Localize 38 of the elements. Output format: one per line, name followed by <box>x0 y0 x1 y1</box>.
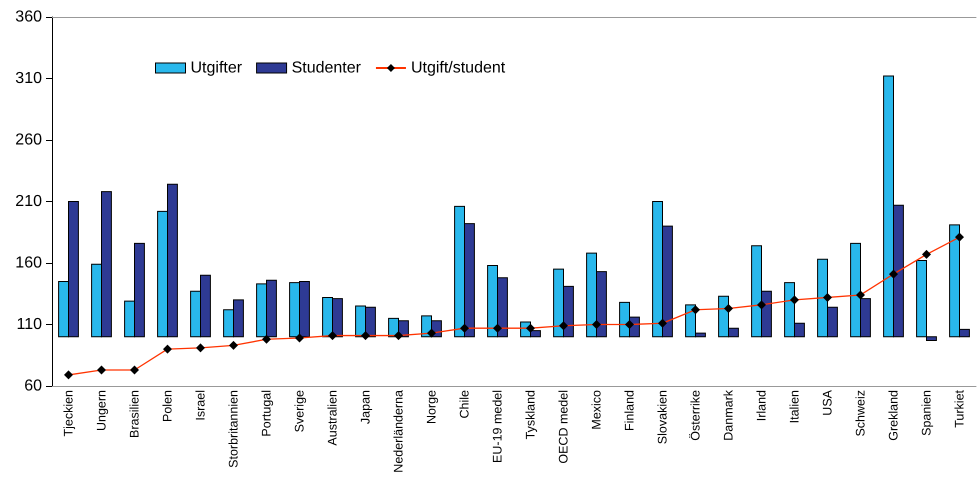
x-tick-label: Österrike <box>688 390 702 441</box>
y-tick-label: 360 <box>15 8 42 26</box>
legend-label: Utgift/student <box>410 60 506 76</box>
x-tick-label: Nederländerna <box>392 390 406 473</box>
x-tick-label: Mexico <box>590 390 604 430</box>
x-tick-label: Grekland <box>886 390 900 441</box>
x-tick-label: Japan <box>358 390 372 424</box>
x-tick-label: Ungern <box>94 390 108 431</box>
x-tick-label: Tjeckien <box>62 390 76 437</box>
x-tick-label: Israel <box>194 390 208 421</box>
x-tick-label: Spanien <box>920 390 934 436</box>
y-tick-label: 210 <box>15 193 42 210</box>
x-tick-label: Australien <box>326 390 340 446</box>
y-tick-label: 160 <box>15 254 42 272</box>
y-tick-label: 260 <box>15 132 42 148</box>
x-tick-label: Turkiet <box>952 389 966 428</box>
x-tick-label: EU-19 medel <box>490 390 504 463</box>
x-tick-label: Irland <box>754 390 768 422</box>
x-tick-label: USA <box>820 389 834 416</box>
x-tick-label: Norge <box>424 390 438 424</box>
legend-label: Studenter <box>292 60 362 76</box>
x-tick-label: Sverige <box>292 390 306 432</box>
x-tick-label: Polen <box>160 390 174 422</box>
x-tick-label: Tyskland <box>524 390 538 440</box>
x-tick-label: Danmark <box>722 389 736 441</box>
y-tick-label: 310 <box>15 70 42 87</box>
x-tick-label: Schweiz <box>854 390 868 437</box>
legend-label: Utgifter <box>190 60 243 76</box>
x-tick-label: Brasilien <box>128 390 142 438</box>
y-tick-label: 110 <box>16 316 42 333</box>
x-tick-label: Finland <box>622 390 636 431</box>
x-tick-label: OECD medel <box>556 390 570 464</box>
x-tick-label: Slovakien <box>656 390 670 444</box>
x-tick-label: Italien <box>788 390 802 424</box>
x-tick-label: Storbritannien <box>226 390 240 468</box>
x-tick-label: Portugal <box>260 390 274 437</box>
x-tick-label: Chile <box>458 390 472 418</box>
y-tick-label: 60 <box>24 378 42 394</box>
